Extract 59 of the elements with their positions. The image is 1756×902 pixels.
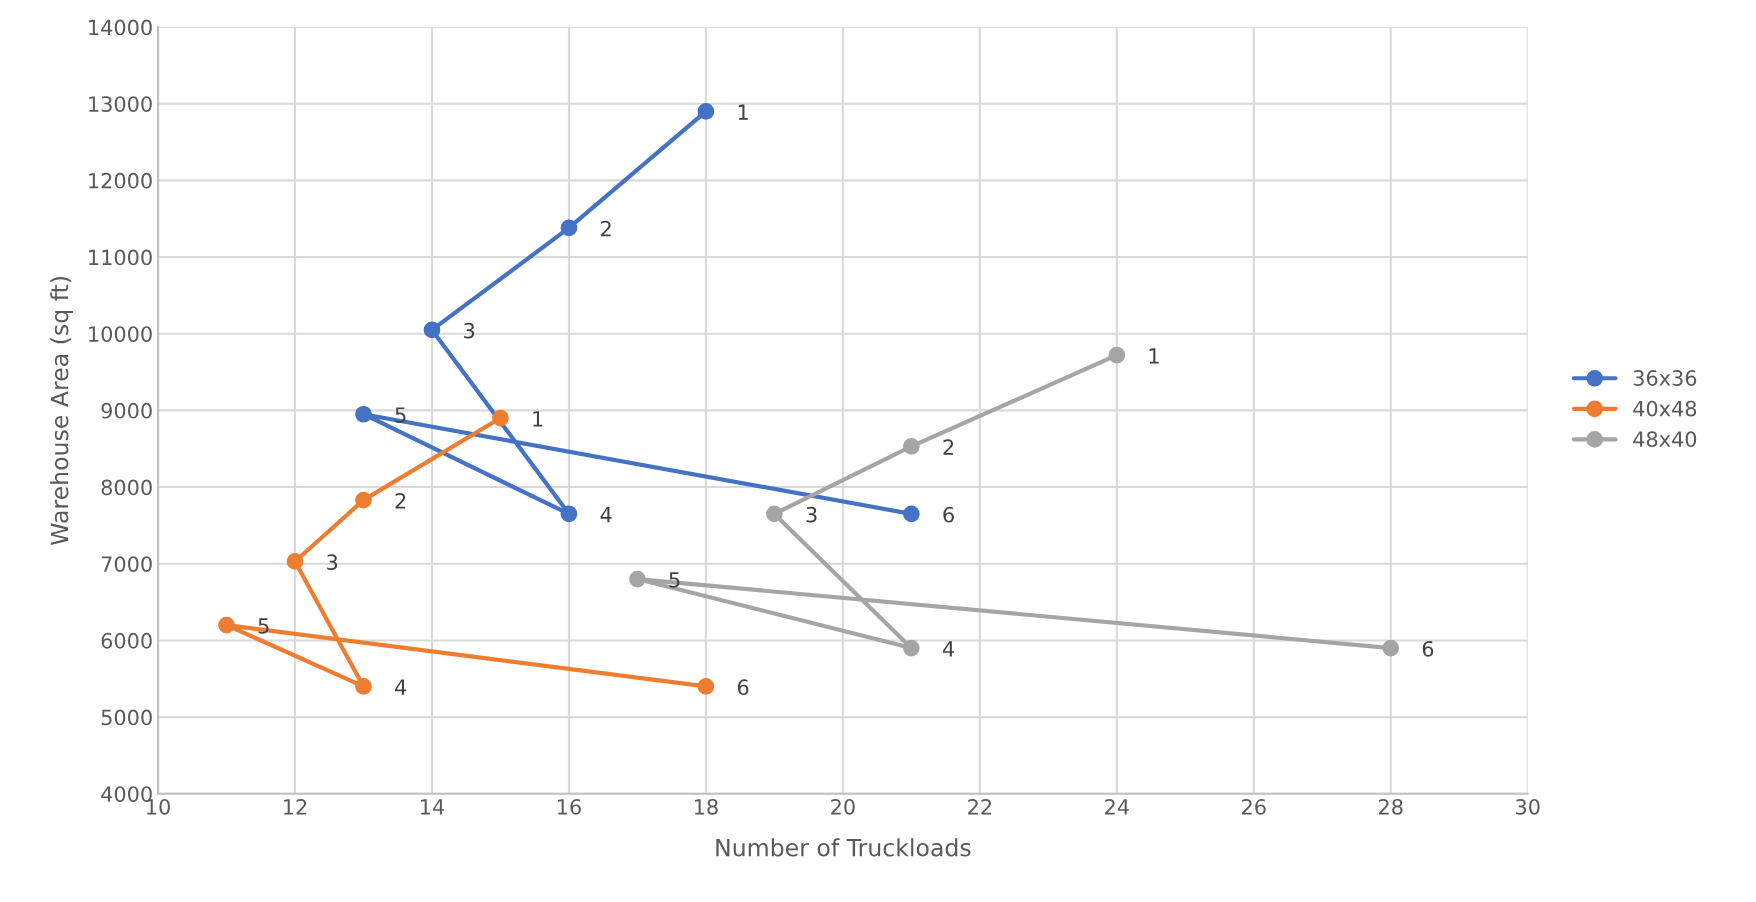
x-tick-label: 16 xyxy=(557,798,581,815)
point xyxy=(903,505,920,523)
annotation: 1 xyxy=(738,104,748,120)
point xyxy=(903,438,920,455)
point xyxy=(1108,346,1126,364)
legend-label: 40x48 xyxy=(1633,400,1697,417)
y-tick-label: 10000 xyxy=(89,326,152,342)
annotation: 6 xyxy=(1422,640,1434,657)
annotation: 2 xyxy=(601,220,611,237)
x-tick-label: 14 xyxy=(421,799,445,815)
annotation: 4 xyxy=(600,507,612,523)
point xyxy=(560,505,578,523)
annotation: 5 xyxy=(669,572,680,588)
y-tick-label: 5000 xyxy=(101,709,152,726)
annotation: 3 xyxy=(806,506,817,523)
y-tick-label: 13000 xyxy=(89,96,152,112)
point xyxy=(355,405,372,423)
y-axis-title: Warehouse Area (sq ft) xyxy=(50,276,74,546)
point xyxy=(1382,639,1400,657)
x-tick-label: 28 xyxy=(1379,798,1403,815)
point xyxy=(903,639,920,657)
annotation: 2 xyxy=(943,439,954,455)
x-tick-label: 20 xyxy=(831,798,855,815)
y-tick-label: 7000 xyxy=(101,556,152,572)
x-tick-label: 24 xyxy=(1105,798,1129,815)
x-tick-label: 22 xyxy=(968,798,992,815)
annotation: 4 xyxy=(395,679,407,695)
annotation: 3 xyxy=(464,322,475,339)
annotation: 3 xyxy=(327,554,338,571)
y-tick-label: 9000 xyxy=(101,402,152,419)
point xyxy=(355,491,372,509)
point xyxy=(560,219,578,237)
point xyxy=(697,103,715,120)
y-tick-label: 14000 xyxy=(89,19,152,36)
annotation: 2 xyxy=(395,492,406,509)
annotation: 4 xyxy=(942,641,955,657)
annotation: 1 xyxy=(1149,348,1159,364)
legend-label: 48x40 xyxy=(1633,431,1697,448)
point xyxy=(218,616,235,634)
point xyxy=(423,321,441,339)
y-tick-label: 12000 xyxy=(89,172,152,189)
point xyxy=(697,678,715,695)
x-tick-label: 30 xyxy=(1516,798,1540,815)
annotation: 6 xyxy=(943,506,954,523)
point xyxy=(492,409,509,427)
point xyxy=(629,570,646,588)
point xyxy=(766,505,783,523)
y-tick-label: 11000 xyxy=(89,249,152,266)
point xyxy=(355,678,372,695)
y-tick-label: 8000 xyxy=(101,479,152,496)
x-tick-label: 18 xyxy=(694,798,718,815)
point xyxy=(286,553,304,570)
annotation: 1 xyxy=(533,411,543,427)
x-axis-title: Number of Truckloads xyxy=(716,838,971,857)
annotation: 6 xyxy=(737,679,749,696)
x-tick-label: 12 xyxy=(284,798,307,815)
y-tick-label: 6000 xyxy=(101,632,152,649)
legend-label: 36x36 xyxy=(1633,370,1697,386)
x-tick-label: 26 xyxy=(1242,798,1266,815)
